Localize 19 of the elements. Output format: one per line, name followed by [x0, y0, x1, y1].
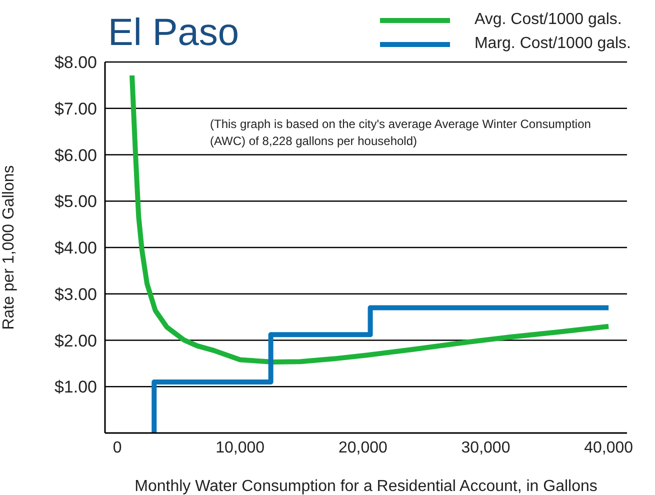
chart-title: El Paso — [108, 12, 239, 55]
y-axis-title: Rate per 1,000 Gallons — [0, 165, 18, 330]
legend-label: Avg. Cost/1000 gals. — [474, 11, 622, 29]
legend-label: Marg. Cost/1000 gals. — [474, 35, 631, 53]
y-tick-label: $5.00 — [54, 192, 97, 212]
y-tick-label: $3.00 — [54, 284, 97, 304]
x-axis-title: Monthly Water Consumption for a Residential Account, in Gallons — [134, 478, 598, 495]
y-tick-label: $8.00 — [54, 53, 97, 72]
x-tick-label: 20,000 — [338, 439, 388, 456]
y-tick-label: $1.00 — [54, 378, 97, 397]
y-tick-label: $4.00 — [54, 238, 97, 258]
x-tick-label: 30,000 — [461, 439, 510, 456]
y-tick-label: $7.00 — [54, 99, 97, 118]
x-tick-label: 10,000 — [216, 439, 265, 456]
y-tick-label: $2.00 — [54, 331, 97, 350]
y-tick-label: $6.00 — [54, 146, 97, 165]
x-tick-label: 40,000 — [584, 439, 634, 456]
x-tick-label: 0 — [112, 439, 122, 456]
annotation: (This graph is based on the city's average Average Winter Consumption (AWC) of 8,228 gallons per household) — [210, 116, 592, 150]
